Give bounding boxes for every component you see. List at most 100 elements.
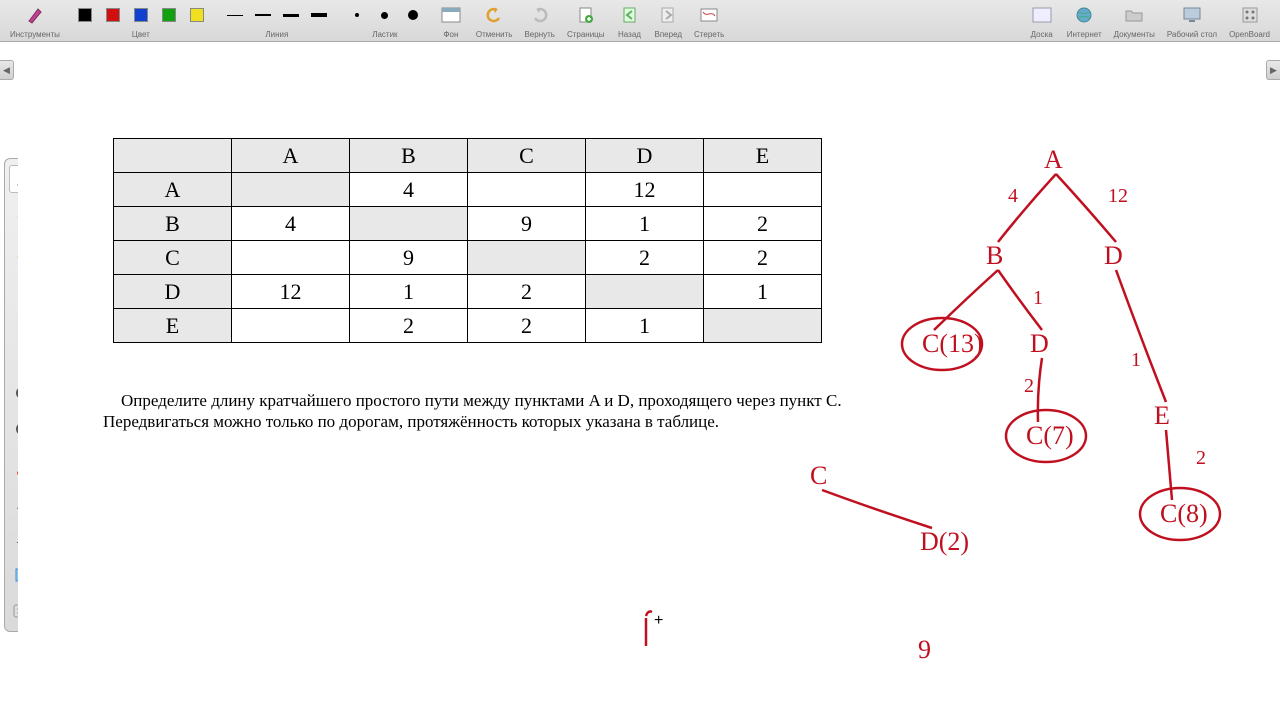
toolbar-label-back: Назад [618, 30, 641, 39]
prev-page-icon[interactable] [617, 2, 643, 28]
table-row-label: C [114, 241, 232, 275]
toolbar-label-erase: Стереть [694, 30, 724, 39]
table-cell [468, 241, 586, 275]
table-row-label: B [114, 207, 232, 241]
eraser-size[interactable] [372, 2, 398, 28]
table-cell: 4 [232, 207, 350, 241]
redo-icon[interactable] [527, 2, 553, 28]
toolbar-label-bg: Фон [443, 30, 458, 39]
toolbar-label-openboard: OpenBoard [1229, 30, 1270, 39]
svg-text:A: A [1044, 145, 1063, 174]
svg-text:B: B [986, 241, 1003, 270]
line-width[interactable] [250, 2, 276, 28]
toolbar-label-color: Цвет [132, 30, 150, 39]
table-cell: 9 [350, 241, 468, 275]
toolbar-group-openboard: OpenBoard [1229, 2, 1270, 39]
board-icon[interactable] [1029, 2, 1055, 28]
svg-text:D: D [1104, 241, 1123, 270]
line-width[interactable] [278, 2, 304, 28]
svg-text:1: 1 [1131, 349, 1141, 371]
color-swatch[interactable] [128, 2, 154, 28]
svg-text:C(13): C(13) [922, 329, 983, 358]
table-row-label: A [114, 173, 232, 207]
question-text: Определите длину кратчайшего простого пу… [103, 390, 863, 433]
toolbar-label-redo: Вернуть [524, 30, 554, 39]
undo-icon[interactable] [481, 2, 507, 28]
table-cell: 2 [468, 275, 586, 309]
svg-text:2: 2 [1024, 375, 1034, 397]
left-panel-toggle[interactable]: ◀ [0, 60, 14, 80]
table-cell [586, 275, 704, 309]
table-cell: 9 [468, 207, 586, 241]
toolbar-group-tools: Инструменты [10, 2, 60, 39]
table-header: A [232, 139, 350, 173]
eraser-size[interactable] [400, 2, 426, 28]
table-cell: 2 [468, 309, 586, 343]
table-cell [232, 173, 350, 207]
menu-icon[interactable] [1237, 2, 1263, 28]
toolbar-group-redo: Вернуть [524, 2, 554, 39]
pen-main-icon[interactable] [22, 2, 48, 28]
toolbar-label-line: Линия [265, 30, 288, 39]
toolbar-label-internet: Интернет [1067, 30, 1102, 39]
table-header: E [704, 139, 822, 173]
table-row-label: E [114, 309, 232, 343]
monitor-icon[interactable] [1179, 2, 1205, 28]
table-cell [468, 173, 586, 207]
folder-icon[interactable] [1121, 2, 1147, 28]
color-swatch[interactable] [156, 2, 182, 28]
table-header: B [350, 139, 468, 173]
table-cell [704, 173, 822, 207]
toolbar-group-forward: Вперед [655, 2, 683, 39]
toolbar-group-erase: Стереть [694, 2, 724, 39]
svg-text:E: E [1154, 401, 1170, 430]
table-cell: 2 [704, 241, 822, 275]
table-cell: 1 [704, 275, 822, 309]
line-width[interactable] [306, 2, 332, 28]
toolbar-group-documents: Документы [1114, 2, 1155, 39]
color-swatch[interactable] [100, 2, 126, 28]
toolbar-group-back: Назад [617, 2, 643, 39]
toolbar-group-line: Линия [222, 2, 332, 39]
toolbar-group-pages: Страницы [567, 2, 605, 39]
next-page-icon[interactable] [655, 2, 681, 28]
distance-table: ABCDEA412B4912C922D12121E221 [113, 138, 822, 343]
toolbar-group-undo: Отменить [476, 2, 513, 39]
svg-text:2: 2 [1196, 447, 1206, 469]
svg-text:1: 1 [1033, 287, 1043, 309]
toolbar-group-desktop: Рабочий стол [1167, 2, 1217, 39]
toolbar-group-background: Фон [438, 2, 464, 39]
table-cell: 12 [232, 275, 350, 309]
toolbar-label-eraser: Ластик [372, 30, 397, 39]
erase-page-icon[interactable] [696, 2, 722, 28]
table-cell [232, 309, 350, 343]
new-page-icon[interactable] [573, 2, 599, 28]
table-header: C [468, 139, 586, 173]
table-header: D [586, 139, 704, 173]
right-panel-toggle[interactable]: ▶ [1266, 60, 1280, 80]
svg-text:C(7): C(7) [1026, 421, 1074, 450]
background-icon[interactable] [438, 2, 464, 28]
table-cell: 12 [586, 173, 704, 207]
top-toolbar: Инструменты Цвет Линия Ластик Фон Отмени… [0, 0, 1280, 42]
toolbar-label-board: Доска [1031, 30, 1053, 39]
whiteboard-canvas[interactable]: ABCDEA412B4912C922D12121E221 Определите … [18, 42, 1262, 720]
table-cell [704, 309, 822, 343]
table-cell: 1 [586, 207, 704, 241]
svg-text:4: 4 [1008, 185, 1018, 207]
svg-text:C: C [810, 461, 827, 490]
table-cell: 2 [704, 207, 822, 241]
color-swatch[interactable] [184, 2, 210, 28]
eraser-size[interactable] [344, 2, 370, 28]
table-cell: 2 [350, 309, 468, 343]
toolbar-label-pages: Страницы [567, 30, 605, 39]
line-width[interactable] [222, 2, 248, 28]
toolbar-label-tools: Инструменты [10, 30, 60, 39]
table-cell: 4 [350, 173, 468, 207]
toolbar-label-undo: Отменить [476, 30, 513, 39]
globe-icon[interactable] [1071, 2, 1097, 28]
table-cell [232, 241, 350, 275]
svg-text:9: 9 [918, 635, 931, 664]
toolbar-group-internet: Интернет [1067, 2, 1102, 39]
color-swatch[interactable] [72, 2, 98, 28]
